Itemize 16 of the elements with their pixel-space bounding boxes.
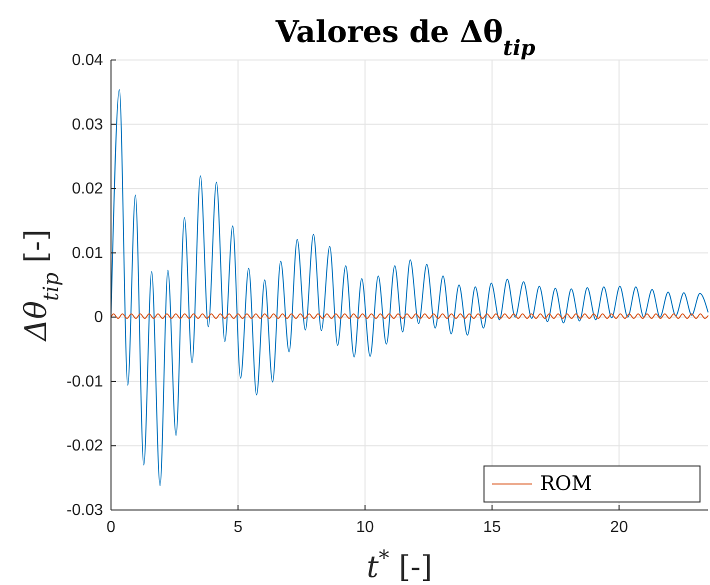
y-tick-label: 0 bbox=[94, 309, 104, 326]
y-tick-label: 0.04 bbox=[72, 52, 104, 69]
legend-label: ROM bbox=[540, 471, 592, 495]
x-axis-title: t$^{*}$ [-] bbox=[366, 546, 432, 585]
y-tick-label: 0.02 bbox=[72, 180, 104, 198]
y-tick-label: -0.02 bbox=[66, 438, 104, 455]
y-tick-label: 0.01 bbox=[72, 244, 104, 262]
x-tick-label: 20 bbox=[610, 519, 628, 536]
chart-title: Valores de Δθ$_{tip}$ bbox=[274, 15, 536, 60]
y-tick-label: -0.03 bbox=[66, 502, 104, 519]
x-tick-label: 10 bbox=[356, 519, 374, 536]
y-tick-label: -0.01 bbox=[66, 373, 104, 390]
x-tick-label: 15 bbox=[483, 519, 502, 536]
x-tick-label: 0 bbox=[106, 519, 116, 536]
y-tick-label: 0.03 bbox=[72, 116, 104, 134]
x-tick-label: 5 bbox=[234, 519, 243, 536]
